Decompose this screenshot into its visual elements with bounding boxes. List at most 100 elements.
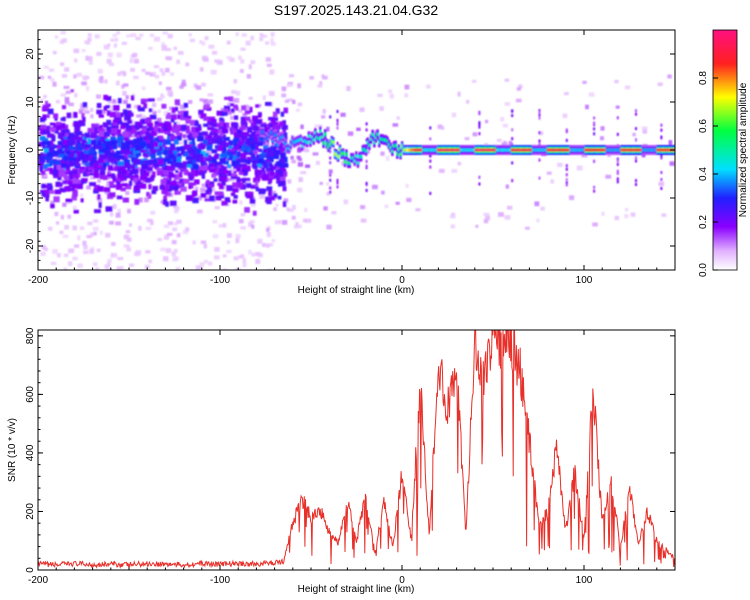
heatmap-cell	[395, 201, 400, 205]
heatmap-cell	[208, 158, 214, 163]
heatmap-cell	[171, 251, 176, 257]
heatmap-cell	[280, 175, 286, 181]
heatmap-cell	[68, 146, 76, 150]
heatmap-cell	[208, 195, 215, 202]
heatmap-cell	[643, 148, 646, 152]
heatmap-cell	[57, 144, 61, 149]
heatmap-cell	[56, 253, 61, 258]
heatmap-cell	[365, 150, 370, 154]
heatmap-cell	[96, 94, 102, 99]
heatmap-cell	[87, 37, 92, 42]
heatmap-cell	[116, 80, 120, 86]
heatmap-cell	[76, 131, 83, 136]
heatmap-cell	[150, 210, 156, 215]
heatmap-cell	[83, 244, 88, 250]
heatmap-cell	[387, 143, 391, 147]
heatmap-cell	[625, 208, 629, 212]
heatmap-cell	[192, 164, 199, 170]
heatmap-cell	[87, 33, 92, 37]
heatmap-cell	[200, 142, 204, 147]
x-tick-label: -200	[28, 575, 48, 586]
heatmap-cell	[103, 44, 110, 50]
heatmap-cell	[653, 148, 656, 152]
heatmap-cell	[230, 192, 236, 196]
heatmap-cell	[261, 34, 268, 38]
heatmap-cell	[221, 153, 228, 158]
heatmap-cell	[624, 85, 631, 90]
heatmap-cell	[181, 82, 187, 87]
heatmap-cell	[321, 74, 325, 78]
heatmap-cell	[106, 262, 111, 267]
heatmap-cell	[69, 174, 74, 180]
heatmap-cell	[572, 148, 576, 152]
heatmap-cell	[182, 134, 187, 139]
heatmap-cell	[614, 80, 619, 84]
heatmap-cell	[129, 58, 134, 64]
heatmap-cell	[112, 122, 118, 126]
heatmap-cell	[275, 108, 280, 114]
heatmap-cell	[305, 164, 311, 168]
heatmap-cell	[266, 232, 271, 237]
heatmap-cell	[309, 76, 314, 80]
heatmap-cell	[49, 168, 53, 175]
heatmap-cell	[379, 137, 383, 141]
heatmap-cell	[114, 38, 119, 42]
heatmap-cell	[128, 180, 133, 186]
heatmap-cell	[283, 171, 288, 177]
heatmap-cell	[218, 194, 225, 199]
heatmap-cell	[249, 195, 254, 200]
heatmap-cell	[222, 254, 227, 258]
heatmap-cell	[289, 74, 295, 78]
heatmap-cell	[478, 122, 481, 126]
heatmap-cell	[250, 153, 256, 158]
heatmap-cell	[109, 157, 115, 163]
heatmap-cell	[536, 148, 540, 152]
heatmap-cell	[60, 215, 65, 220]
heatmap-cell	[116, 155, 121, 162]
heatmap-cell	[593, 159, 596, 163]
heatmap-cell	[274, 152, 280, 158]
heatmap-cell	[164, 184, 171, 190]
heatmap-cell	[158, 135, 164, 140]
heatmap-cell	[121, 155, 126, 160]
heatmap-cell	[418, 148, 422, 152]
heatmap-cell	[201, 155, 208, 161]
heatmap-cell	[469, 148, 473, 152]
heatmap-cell	[304, 148, 310, 153]
heatmap-cell	[170, 138, 175, 142]
heatmap-cell	[116, 52, 122, 58]
heatmap-cell	[207, 184, 214, 188]
heatmap-cell	[77, 235, 81, 241]
heatmap-cell	[507, 205, 513, 210]
heatmap-cell	[584, 148, 587, 152]
heatmap-cell	[523, 148, 527, 152]
heatmap-cell	[99, 134, 105, 140]
heatmap-cell	[209, 132, 213, 136]
heatmap-cell	[238, 137, 243, 143]
y-tick-label: 800	[25, 327, 36, 344]
heatmap-cell	[194, 121, 199, 127]
heatmap-cell	[364, 149, 368, 153]
heatmap-cell	[438, 168, 445, 173]
heatmap-cell	[172, 227, 178, 232]
heatmap-cell	[486, 148, 489, 152]
heatmap-cell	[172, 184, 179, 191]
heatmap-cell	[504, 148, 507, 152]
heatmap-cell	[660, 171, 663, 174]
heatmap-cell	[497, 148, 500, 152]
heatmap-cell	[172, 114, 177, 120]
heatmap-cell	[95, 141, 102, 146]
heatmap-cell	[236, 133, 243, 138]
heatmap-cell	[628, 148, 632, 152]
heatmap-cell	[54, 211, 59, 217]
heatmap-cell	[241, 169, 249, 173]
heatmap-cell	[97, 179, 101, 183]
heatmap-cell	[664, 148, 668, 152]
heatmap-cell	[359, 107, 365, 113]
heatmap-cell	[528, 148, 532, 152]
heatmap-cell	[479, 148, 482, 152]
heatmap-cell	[525, 226, 530, 230]
heatmap-cell	[94, 160, 99, 166]
heatmap-cell	[617, 148, 620, 152]
heatmap-cell	[275, 132, 280, 137]
